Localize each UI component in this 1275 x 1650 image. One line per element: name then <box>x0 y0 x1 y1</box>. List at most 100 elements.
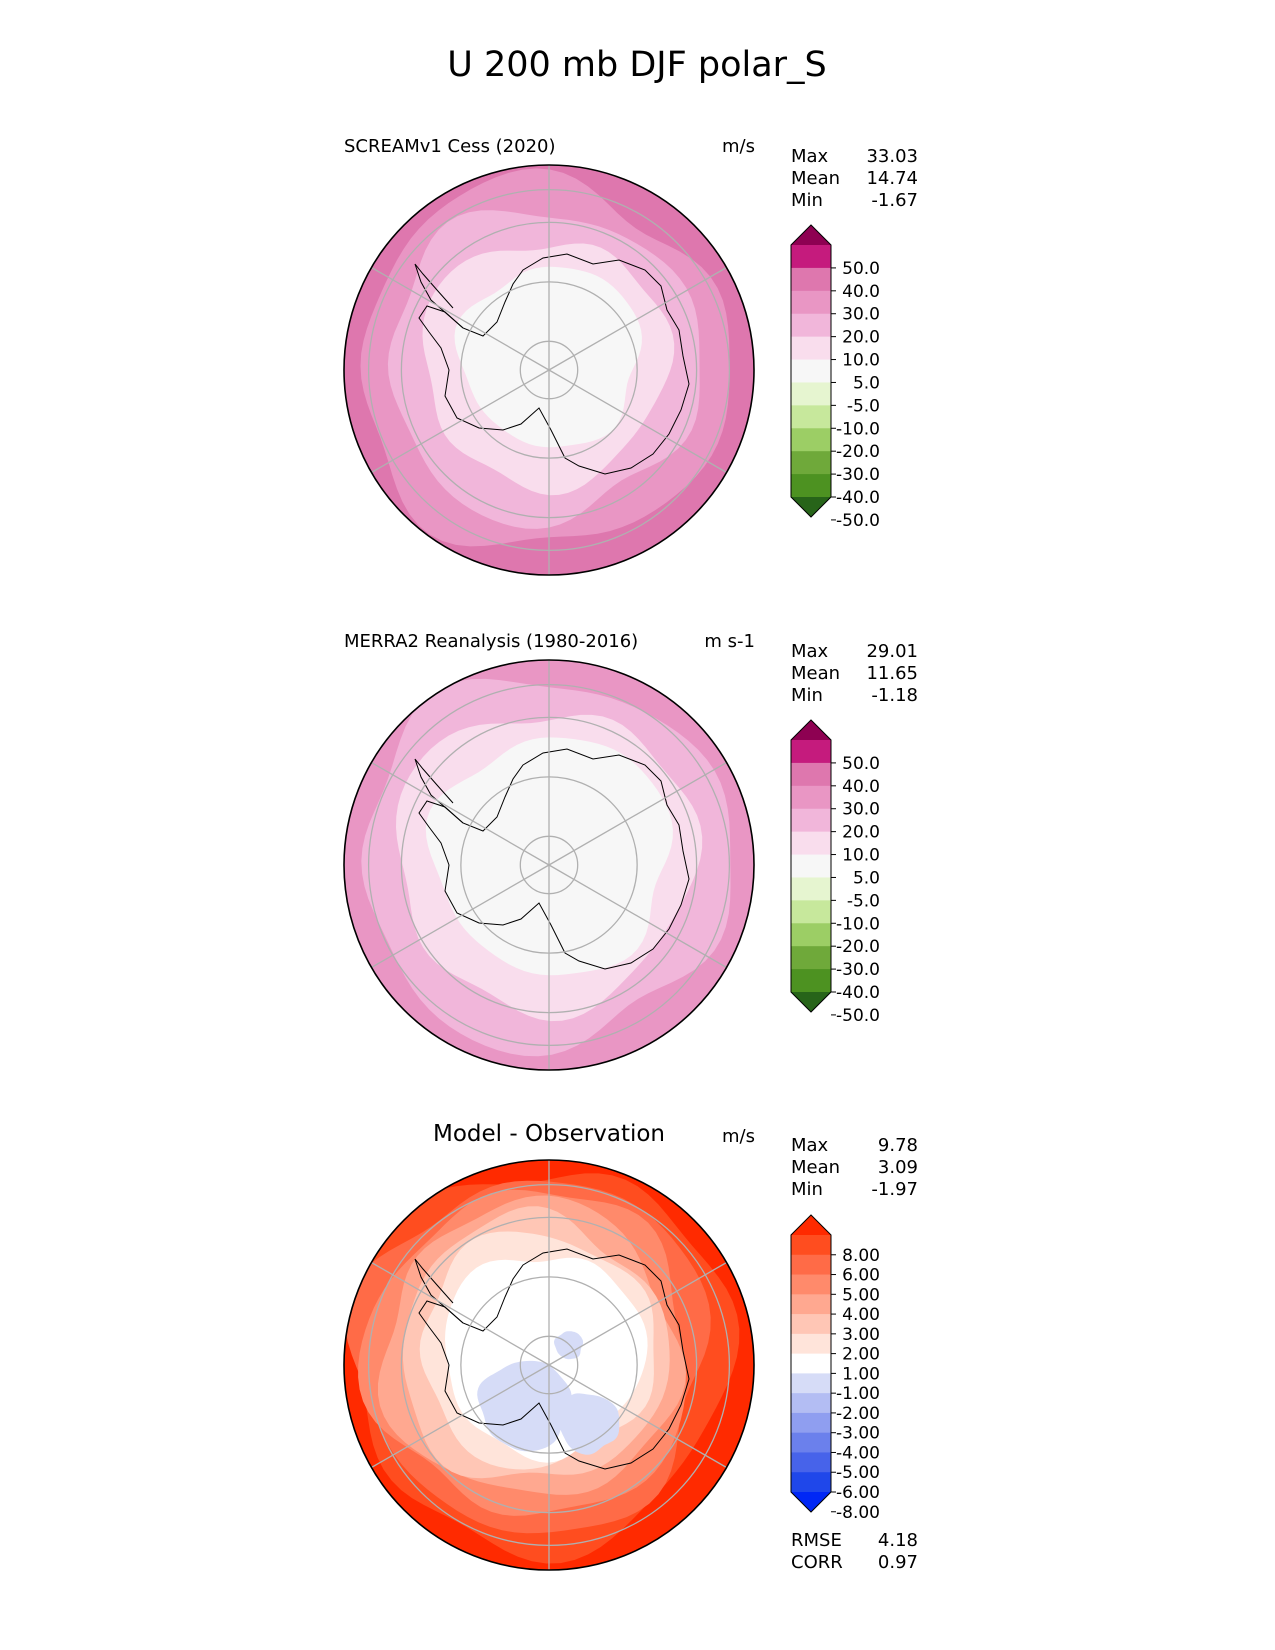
colorbar-segment <box>791 1472 831 1493</box>
colorbar-tick-label: 20.0 <box>842 328 880 348</box>
panel-diff-units: m/s <box>722 1126 755 1147</box>
figure-title: U 200 mb DJF polar_S <box>447 45 827 85</box>
colorbar-tick-label: -1.00 <box>836 1384 880 1404</box>
meridian-line <box>371 761 550 866</box>
colorbar-segment <box>791 1254 831 1276</box>
colorbar-segment <box>791 313 831 338</box>
coastline-peninsula <box>414 1258 464 1324</box>
colorbar-tick-label: 1.00 <box>842 1364 880 1384</box>
colorbar-tick-label: 2.00 <box>842 1345 880 1365</box>
colorbar-tick-label: -10.0 <box>836 419 880 439</box>
field-band <box>559 1393 620 1455</box>
stat-label: Max <box>791 146 829 167</box>
field-band <box>477 1360 572 1452</box>
panel-obs-units: m s-1 <box>704 631 755 652</box>
stat-label: Mean <box>791 168 840 189</box>
colorbar-segment <box>791 946 831 970</box>
colorbar-tick-label: -20.0 <box>836 442 880 462</box>
colorbar-tick-label: -40.0 <box>836 983 880 1003</box>
colorbar-tick-label: -4.00 <box>836 1443 880 1463</box>
stat-value: 14.74 <box>866 168 918 189</box>
stat-value: -1.67 <box>871 190 918 211</box>
panel-obs-gridlines <box>367 660 731 1070</box>
colorbar-tick-label: 40.0 <box>842 282 880 302</box>
colorbar-tick-label: -10.0 <box>836 914 880 934</box>
meridian-line <box>548 761 727 866</box>
stat-value: -1.97 <box>871 1179 918 1200</box>
colorbar-tick-label: -20.0 <box>836 937 880 957</box>
colorbar-segment <box>791 1294 831 1315</box>
colorbar-segment <box>791 785 831 810</box>
meridian-line <box>548 1364 727 1469</box>
meridian-line <box>371 864 550 969</box>
colorbar-segment <box>791 451 831 475</box>
summary-stat-label: RMSE <box>791 1530 842 1551</box>
coastline-peninsula <box>414 263 464 329</box>
meridian-line <box>548 266 727 371</box>
panel-model-gridlines <box>367 165 731 575</box>
panel-diff-summary-stats: RMSE 4.18 CORR 0.97 <box>791 1530 918 1573</box>
colorbar-segment <box>791 474 831 498</box>
panel-obs-title: MERRA2 Reanalysis (1980-2016) <box>344 631 638 652</box>
stat-value: -1.18 <box>871 685 918 706</box>
colorbar-segment <box>791 382 831 406</box>
colorbar-segment <box>791 290 831 315</box>
meridian-line <box>371 266 550 371</box>
colorbar-segment <box>791 923 831 947</box>
colorbar-tick-label: 4.00 <box>842 1305 880 1325</box>
colorbar-tick-label: 5.0 <box>853 373 880 393</box>
stat-label: Max <box>791 641 829 662</box>
panel-diff-frame <box>343 1159 755 1571</box>
colorbar-tick-label: -30.0 <box>836 465 880 485</box>
colorbar-extend-max <box>791 1215 831 1235</box>
stat-label: Max <box>791 1135 829 1156</box>
stat-label: Mean <box>791 1157 840 1178</box>
colorbar-tick-label: 10.0 <box>842 846 880 866</box>
summary-stat-label: CORR <box>791 1552 843 1573</box>
colorbar-segment <box>791 1353 831 1374</box>
colorbar-segment <box>791 808 831 833</box>
colorbar-tick-label: 6.00 <box>842 1266 880 1286</box>
colorbar-extend-max <box>791 720 831 740</box>
colorbar-segment <box>791 1333 831 1355</box>
colorbar-tick-label: -50.0 <box>836 511 880 531</box>
colorbar-segment <box>791 405 831 429</box>
colorbar-segment <box>791 1452 831 1473</box>
colorbar-segment <box>791 1274 831 1295</box>
colorbar-tick-label: -2.00 <box>836 1404 880 1424</box>
colorbar-segment <box>791 359 831 383</box>
colorbar-tick-label: -50.0 <box>836 1006 880 1026</box>
summary-stat-value: 4.18 <box>878 1530 918 1551</box>
meridian-line <box>371 1261 550 1366</box>
colorbar-tick-label: -5.0 <box>847 396 880 416</box>
colorbar-segment <box>791 336 831 361</box>
colorbar-extend-min <box>791 992 831 1012</box>
panel-model: SCREAMv1 Cess (2020) m/s Max 33.03 Mean … <box>343 136 918 576</box>
colorbar-segment <box>791 1314 831 1335</box>
colorbar-segment <box>791 1412 831 1434</box>
colorbar-tick-label: 40.0 <box>842 777 880 797</box>
panel-model-title: SCREAMv1 Cess (2020) <box>344 136 556 157</box>
colorbar-tick-label: 5.00 <box>842 1285 880 1305</box>
stat-label: Min <box>791 190 823 211</box>
colorbar-tick-label: 3.00 <box>842 1325 880 1345</box>
meridian-line <box>548 864 727 969</box>
field-band <box>554 1331 584 1360</box>
stat-value: 29.01 <box>866 641 918 662</box>
colorbar-tick-label: 50.0 <box>842 754 880 774</box>
stat-value: 9.78 <box>878 1135 918 1156</box>
colorbar-tick-label: -40.0 <box>836 488 880 508</box>
coastline-peninsula <box>414 758 464 824</box>
colorbar-tick-label: 30.0 <box>842 800 880 820</box>
colorbar-extend-min <box>791 497 831 517</box>
colorbar-tick-label: 5.0 <box>853 868 880 888</box>
summary-stat-value: 0.97 <box>878 1552 918 1573</box>
stat-label: Min <box>791 685 823 706</box>
colorbar-segment <box>791 740 831 764</box>
stat-value: 11.65 <box>866 663 918 684</box>
colorbar-segment <box>791 1373 831 1394</box>
colorbar-tick-label: 10.0 <box>842 351 880 371</box>
colorbar-tick-label: -6.00 <box>836 1483 880 1503</box>
colorbar-segment <box>791 1235 831 1256</box>
stat-label: Min <box>791 1179 823 1200</box>
